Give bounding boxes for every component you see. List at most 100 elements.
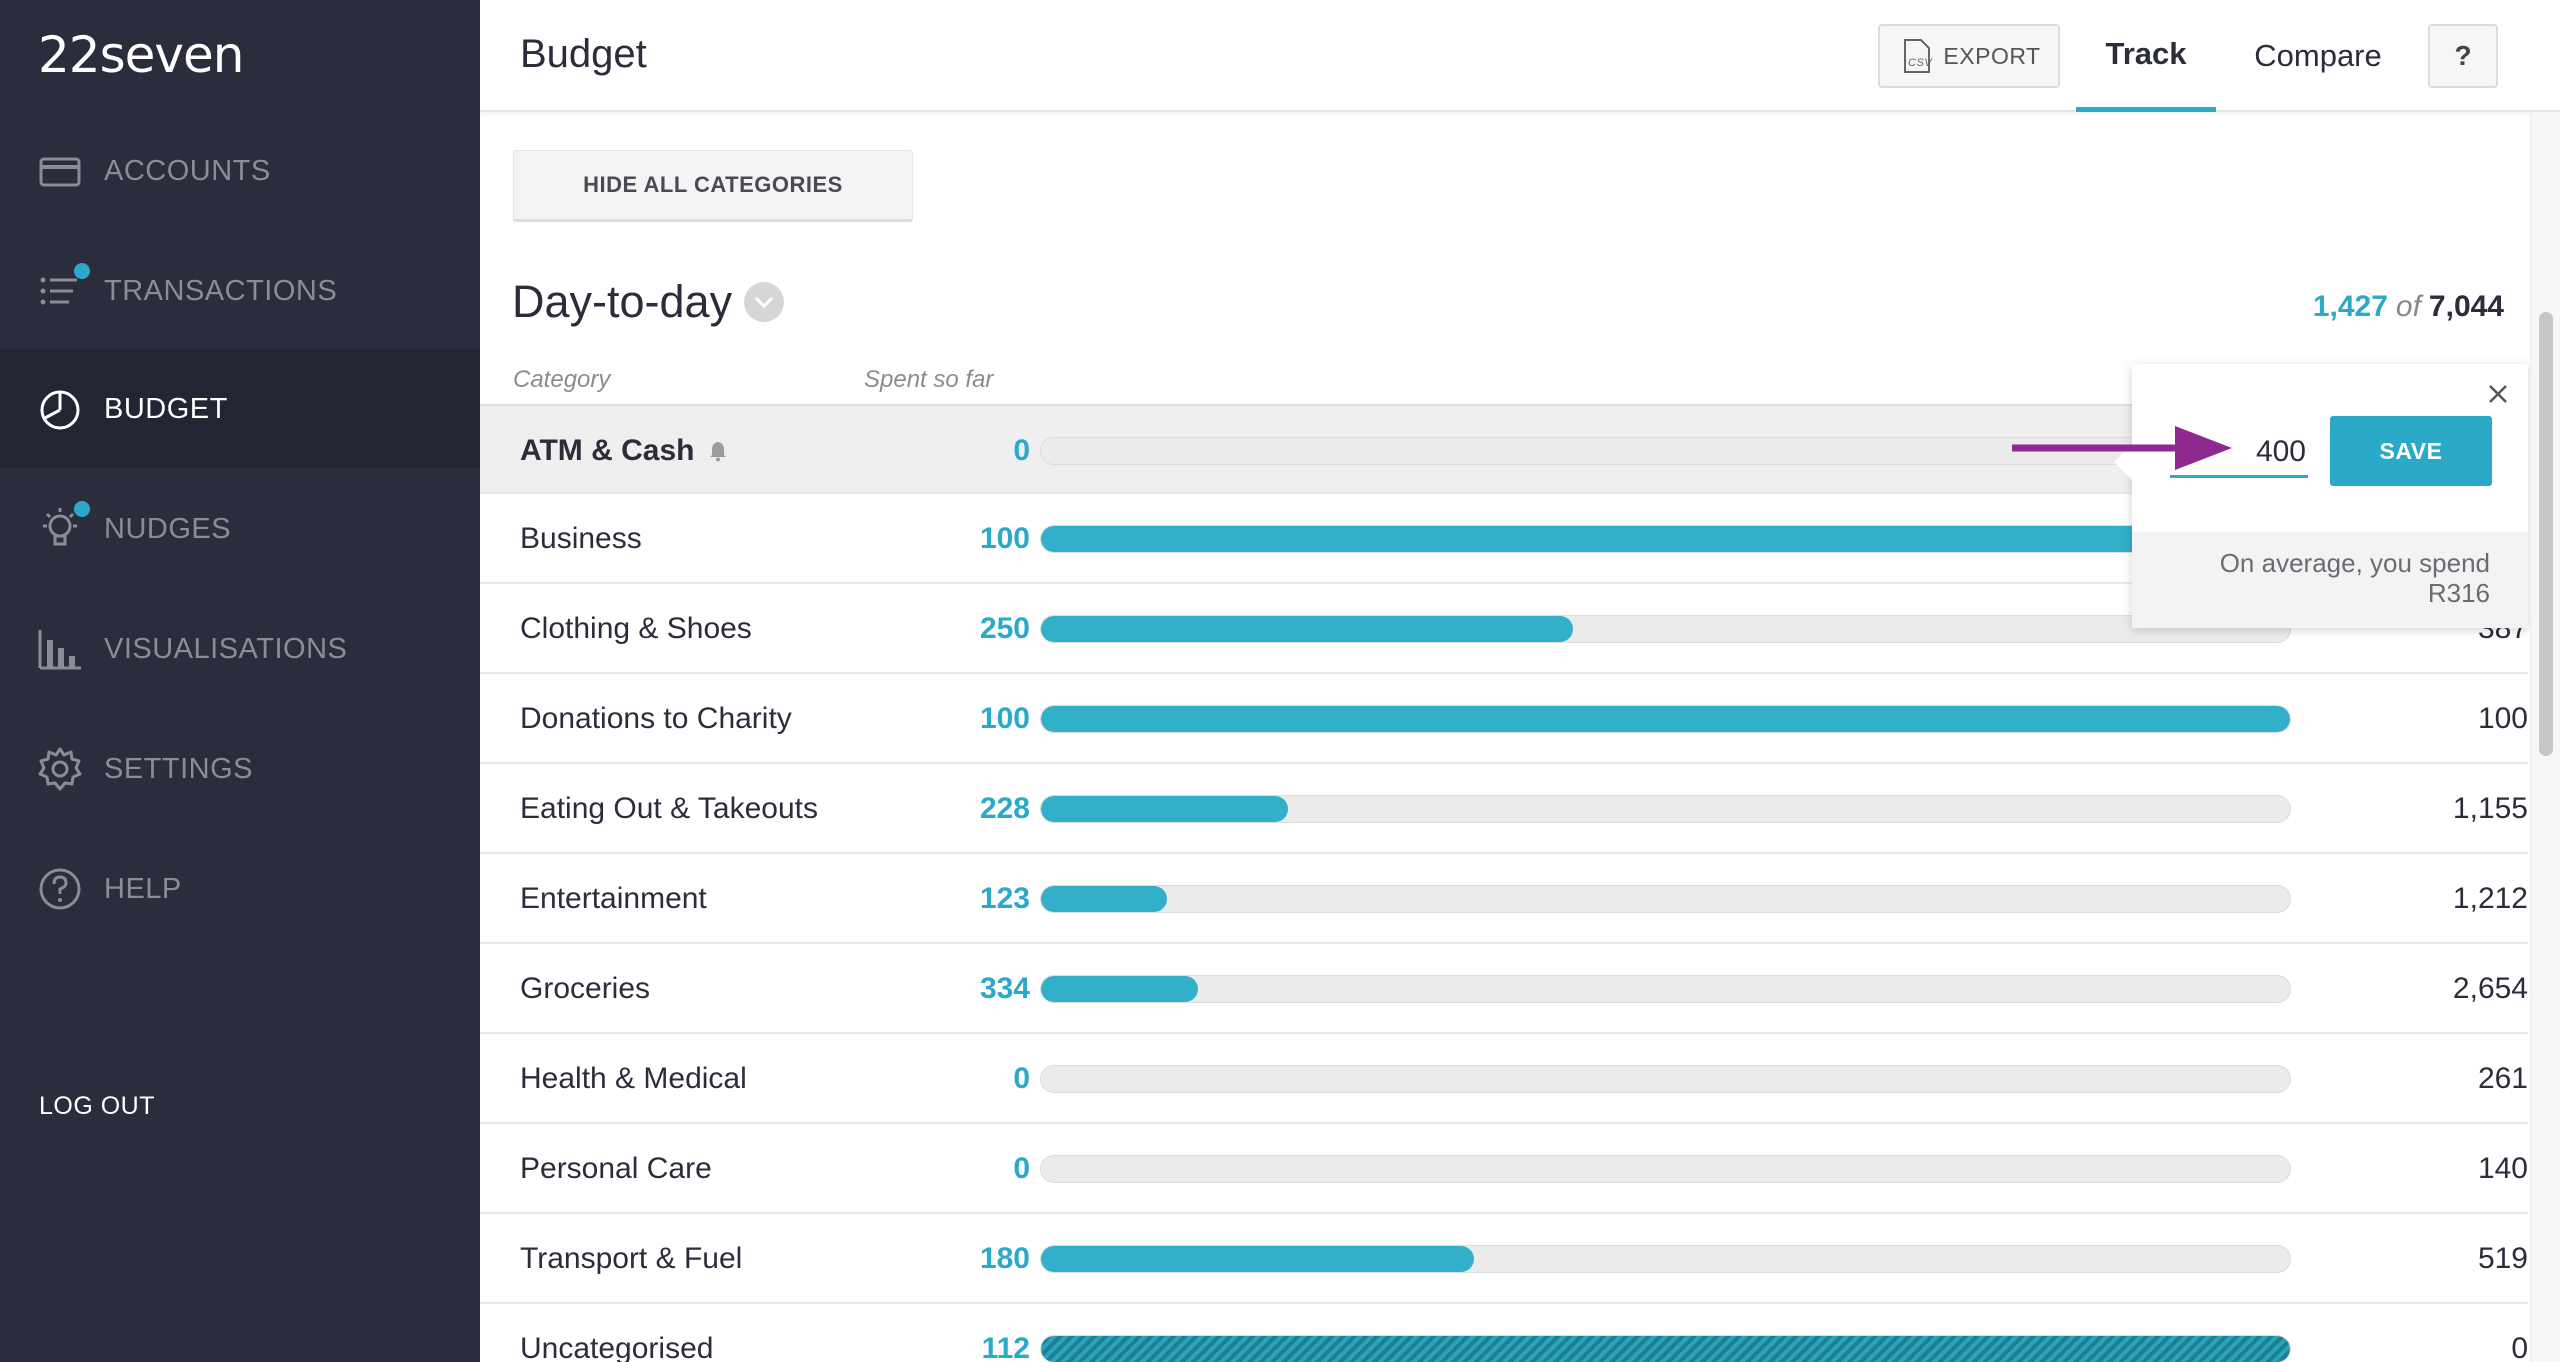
total-of: of: [2395, 290, 2421, 323]
sidebar: 22seven ACCOUNTS TRANSACTIONS BUDGET NUD…: [0, 0, 480, 1362]
category-label: Business: [520, 522, 642, 555]
sidebar-item-settings[interactable]: SETTINGS: [0, 710, 480, 828]
bell-icon[interactable]: [708, 440, 728, 462]
progress-bar: [1040, 885, 2291, 913]
tab-track[interactable]: Track: [2076, 0, 2216, 112]
card-icon: [36, 147, 84, 195]
spent-amount: 0: [1013, 1152, 1030, 1185]
budget-amount[interactable]: 2,654: [2452, 972, 2528, 1005]
progress-fill: [1041, 886, 1168, 912]
progress-fill: [1041, 1246, 1475, 1272]
category-label: Clothing & Shoes: [520, 612, 752, 645]
table-row[interactable]: Donations to Charity 100 100: [480, 674, 2528, 764]
csv-icon-text: CSV: [1908, 57, 1933, 69]
table-row[interactable]: Business 100: [480, 494, 2528, 584]
export-button[interactable]: CSV EXPORT: [1878, 24, 2060, 88]
average-line-1: On average, you spend: [2219, 548, 2490, 578]
app-logo[interactable]: 22seven: [38, 26, 244, 84]
notification-dot: [74, 263, 90, 279]
spent-amount: 228: [979, 792, 1030, 825]
budget-amount[interactable]: 140: [2477, 1152, 2528, 1185]
budget-amount[interactable]: 0: [2511, 1332, 2528, 1362]
category-name: Entertainment: [520, 854, 707, 944]
category-name: Health & Medical: [520, 1034, 747, 1124]
category-name: Personal Care: [520, 1124, 712, 1214]
sidebar-item-help[interactable]: HELP: [0, 830, 480, 948]
table-row[interactable]: Clothing & Shoes 250 387: [480, 584, 2528, 674]
sidebar-item-label: VISUALISATIONS: [104, 632, 348, 665]
progress-bar: [1040, 525, 2291, 553]
spent-amount: 112: [981, 1332, 1030, 1362]
close-icon[interactable]: [2484, 380, 2512, 408]
spent-amount: 0: [1013, 1062, 1030, 1095]
annotation-arrow-icon: [2012, 426, 2232, 470]
question-icon: [36, 865, 84, 913]
average-spend-note: On average, you spend R316: [2132, 532, 2528, 628]
progress-bar: [1040, 1245, 2291, 1273]
table-row[interactable]: Uncategorised 112 0: [480, 1304, 2528, 1362]
budget-amount[interactable]: 1,155: [2452, 792, 2528, 825]
csv-file-icon: CSV: [1904, 39, 1933, 73]
total-budget: 7,044: [2428, 290, 2504, 323]
help-button[interactable]: ?: [2428, 24, 2498, 88]
progress-fill: [1041, 796, 1289, 822]
progress-bar: [1040, 705, 2291, 733]
category-name: Uncategorised: [520, 1304, 713, 1362]
tab-compare[interactable]: Compare: [2254, 38, 2382, 73]
spent-amount: 123: [979, 882, 1030, 915]
progress-fill: [1041, 976, 1199, 1002]
sidebar-item-label: SETTINGS: [104, 752, 254, 785]
table-row[interactable]: Transport & Fuel 180 519: [480, 1214, 2528, 1304]
header: Budget CSV EXPORT Track Compare ?: [480, 0, 2560, 112]
scrollbar[interactable]: [2530, 112, 2560, 1362]
category-name: Groceries: [520, 944, 650, 1034]
sidebar-item-label: BUDGET: [104, 392, 228, 425]
column-header-category: Category: [513, 366, 611, 393]
bar-chart-icon: [36, 625, 84, 673]
column-header-spent: Spent so far: [864, 366, 994, 393]
table-row[interactable]: Health & Medical 0 261: [480, 1034, 2528, 1124]
progress-fill: [1041, 1336, 2290, 1362]
sidebar-item-accounts[interactable]: ACCOUNTS: [0, 112, 480, 230]
budget-amount[interactable]: 1,212: [2452, 882, 2528, 915]
spent-amount: 250: [979, 612, 1030, 645]
export-label: EXPORT: [1943, 42, 2041, 69]
category-label: ATM & Cash: [520, 434, 695, 467]
logout-link[interactable]: LOG OUT: [39, 1092, 156, 1120]
notification-dot: [74, 501, 90, 517]
gear-icon: [36, 745, 84, 793]
sidebar-item-visualisations[interactable]: VISUALISATIONS: [0, 590, 480, 708]
sidebar-item-transactions[interactable]: TRANSACTIONS: [0, 232, 480, 350]
page-title: Budget: [520, 32, 647, 76]
progress-bar: [1040, 795, 2291, 823]
table-row[interactable]: Personal Care 0 140: [480, 1124, 2528, 1214]
chevron-down-icon[interactable]: [744, 282, 785, 322]
table-row[interactable]: Entertainment 123 1,212: [480, 854, 2528, 944]
spent-amount: 0: [1013, 434, 1030, 467]
category-label: Groceries: [520, 972, 651, 1005]
category-name: Business: [520, 494, 642, 584]
table-row[interactable]: Groceries 334 2,654: [480, 944, 2528, 1034]
category-label: Entertainment: [520, 882, 707, 915]
list-icon: [36, 263, 90, 315]
sidebar-item-nudges[interactable]: NUDGES: [0, 470, 480, 588]
sidebar-item-budget[interactable]: BUDGET: [0, 350, 480, 468]
spent-amount: 100: [979, 702, 1030, 735]
hide-all-categories-button[interactable]: HIDE ALL CATEGORIES: [513, 150, 913, 222]
section-totals: 1,427 of 7,044: [2313, 290, 2504, 324]
save-button[interactable]: SAVE: [2330, 416, 2492, 486]
pie-icon: [36, 385, 84, 433]
total-spent: 1,427: [2312, 290, 2388, 323]
category-label: Personal Care: [520, 1152, 712, 1185]
section-title: Day-to-day: [512, 276, 785, 328]
progress-bar: [1040, 615, 2291, 643]
category-label: Transport & Fuel: [520, 1242, 743, 1275]
category-label: Donations to Charity: [520, 702, 792, 735]
table-row[interactable]: Eating Out & Takeouts 228 1,155: [480, 764, 2528, 854]
average-line-2: R316: [2427, 578, 2490, 608]
budget-amount[interactable]: 261: [2477, 1062, 2528, 1095]
scrollbar-thumb[interactable]: [2539, 312, 2553, 756]
budget-amount[interactable]: 100: [2477, 702, 2528, 735]
budget-amount[interactable]: 519: [2477, 1242, 2528, 1275]
section-title-text: Day-to-day: [512, 276, 733, 327]
